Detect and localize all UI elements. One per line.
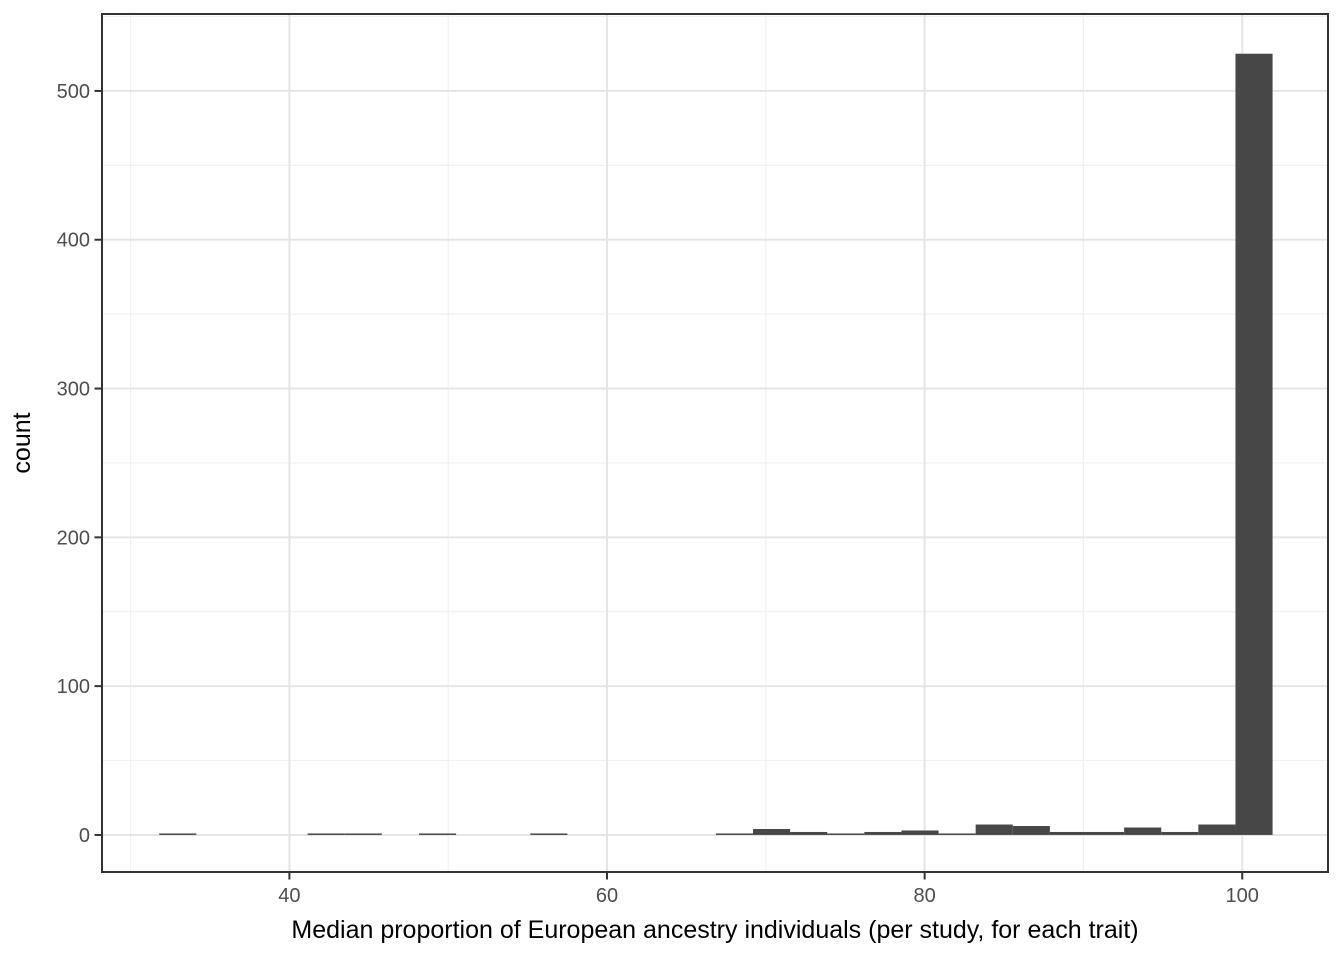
histogram-bar (715, 833, 753, 835)
histogram-bar (752, 828, 791, 835)
y-tick-label: 400 (57, 230, 90, 252)
histogram-bar (159, 833, 197, 835)
y-axis-title: count (8, 412, 36, 473)
histogram-bar (344, 833, 382, 835)
histogram-bar (901, 830, 939, 835)
histogram-bar (975, 824, 1013, 835)
x-tick-label: 80 (914, 885, 936, 907)
histogram-bar (1087, 831, 1125, 835)
y-tick-label: 200 (57, 527, 90, 549)
panel-border (101, 13, 1329, 873)
bars-layer (159, 53, 1273, 835)
histogram-bar (307, 833, 345, 835)
histogram-bar (864, 831, 902, 835)
histogram-bar (1235, 53, 1273, 835)
histogram-bar (418, 833, 457, 835)
x-tick-label: 60 (596, 885, 618, 907)
x-tick-label: 100 (1226, 885, 1259, 907)
x-axis-title: Median proportion of European ancestry i… (291, 916, 1138, 944)
y-tick-label: 300 (57, 379, 90, 401)
histogram-bar (1049, 831, 1088, 835)
histogram-bar (530, 833, 568, 835)
histogram-bar (790, 831, 828, 835)
y-tick-label: 0 (79, 825, 90, 847)
frame-layer (101, 13, 1329, 873)
y-tick-label: 500 (57, 81, 90, 103)
x-tick-label: 40 (278, 885, 300, 907)
histogram-bar (1124, 827, 1162, 835)
histogram-bar (1198, 824, 1236, 835)
histogram-bar (827, 833, 865, 835)
y-tick-label: 100 (57, 676, 90, 698)
axis-layer: 40 60 80 100 0 100 200 300 400 500 (57, 81, 1259, 907)
histogram-bar (1161, 831, 1199, 835)
histogram-bar (1012, 826, 1050, 835)
grid-layer (102, 14, 1328, 872)
histogram-bar (938, 833, 976, 835)
